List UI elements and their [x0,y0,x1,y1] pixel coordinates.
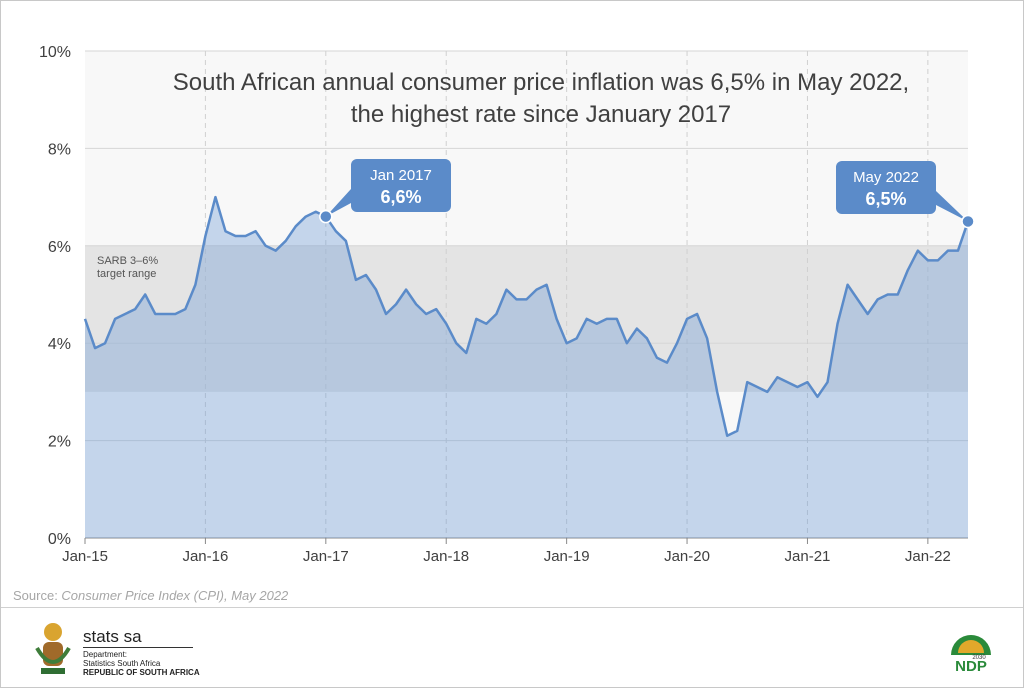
target-band-label-line: SARB 3–6% [97,255,158,267]
chart: SARB 3–6% target range 0% 2% 4% 6% 8% 10% Jan-15… [39,44,975,565]
highlight-point [961,214,975,229]
y-tick-label: 0% [48,531,71,548]
line [83,195,970,437]
country: REPUBLIC OF SOUTH AFRICA [83,668,200,677]
brand: stats sa [83,627,142,646]
brand-rule [83,647,193,648]
ndp-logo: NDP 2030 [951,635,991,675]
x-tick-label: Jan-16 [182,548,228,565]
target-band-label-line: target range [97,268,156,280]
org: Statistics South Africa [83,659,161,668]
divider [1,607,1023,608]
highlight-point [319,209,333,224]
ndp-text: NDP [955,658,987,675]
x-tick-label: Jan-21 [785,548,831,565]
chart-title: South African annual consumer price infl… [172,69,910,128]
callout-box [836,161,936,214]
callout-value: 6,6% [380,187,421,207]
source-text: Consumer Price Index (CPI), May 2022 [61,588,289,603]
target-band-label: SARB 3–6% target range [97,255,158,280]
x-tick-label: Jan-22 [905,548,951,565]
x-tick-label: Jan-15 [62,548,108,565]
y-tick-label: 6% [48,239,71,256]
callout-pointer [325,189,351,217]
callout-pointer [936,191,968,222]
dept: Department: [83,650,128,659]
ndp-year: 2030 [972,655,986,661]
target-band [85,245,968,392]
x-tick-label: Jan-18 [423,548,469,565]
source-prefix: Source: [13,588,62,603]
callout-label: Jan 2017 [370,167,432,184]
area [85,197,968,538]
y-tick-label: 8% [48,141,71,158]
y-tick-label: 4% [48,336,71,353]
y-tick-label: 10% [39,44,71,61]
source: Source: Consumer Price Index (CPI), May … [13,588,288,603]
x-tick-label: Jan-17 [303,548,349,565]
x-tick-label: Jan-19 [544,548,590,565]
x-tick-label: Jan-20 [664,548,710,565]
callout-value: 6,5% [865,189,906,209]
callout-label: May 2022 [853,169,919,186]
callout-box [351,159,451,212]
y-tick-label: 2% [48,434,71,451]
coat-of-arms [35,623,71,674]
